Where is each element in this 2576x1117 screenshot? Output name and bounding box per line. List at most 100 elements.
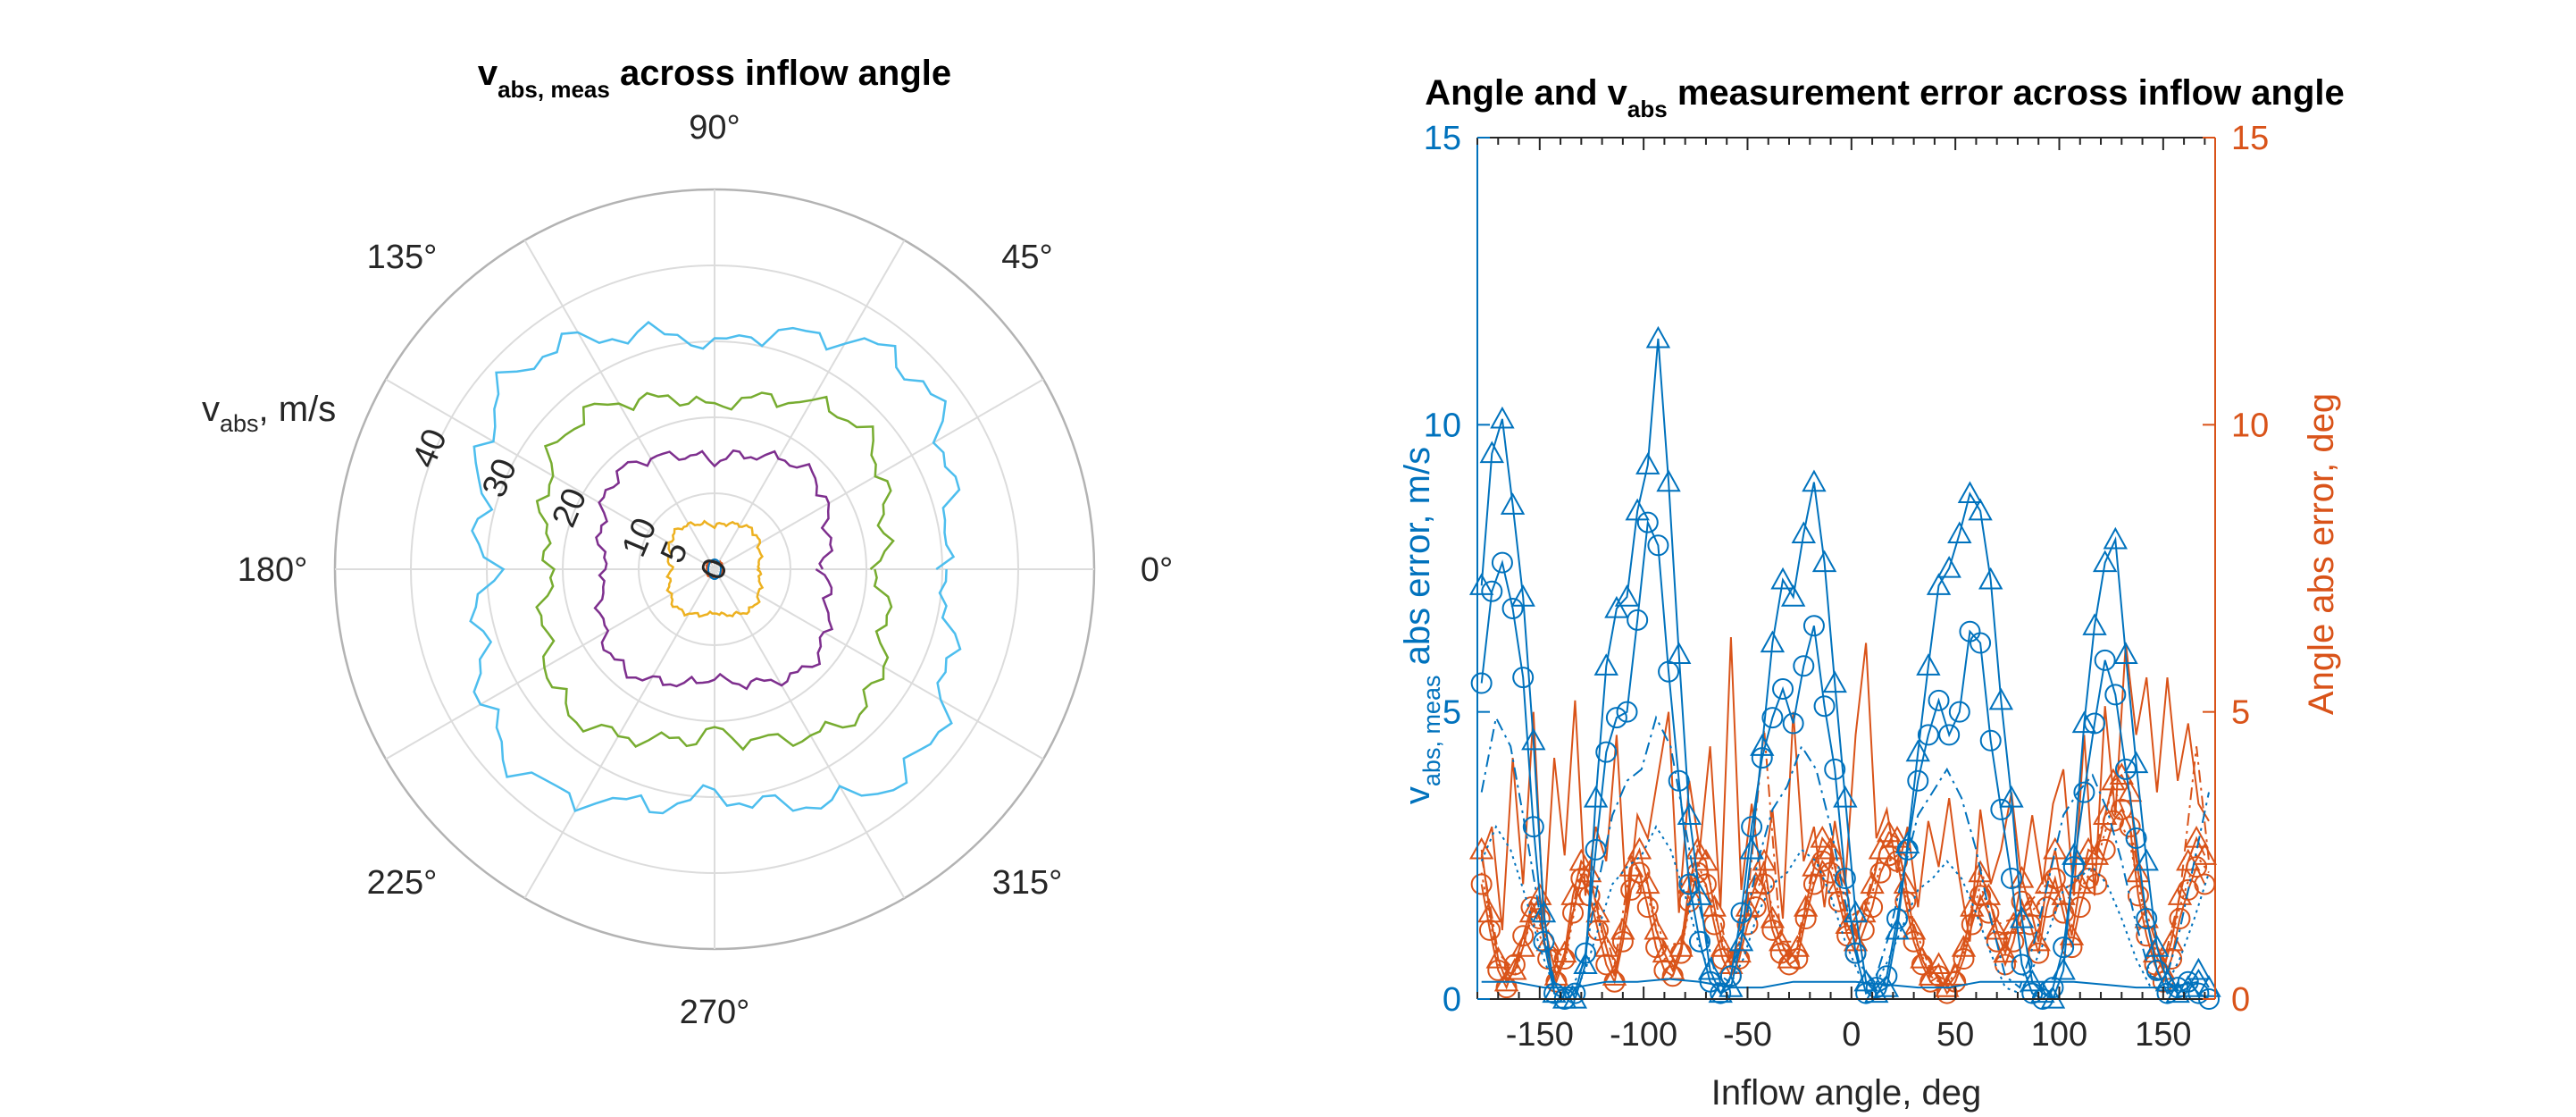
right-point-circle — [1894, 890, 1917, 912]
right-point-circle — [1553, 948, 1576, 970]
left-point-circle — [2062, 856, 2085, 878]
left-point-circle — [1772, 677, 1794, 700]
y-axis-right-label: Angle abs error, deg — [2302, 393, 2341, 715]
right-point-circle — [2053, 902, 2075, 924]
right-point-triangle — [2009, 865, 2035, 888]
left-point-triangle — [1666, 642, 1692, 664]
right-point-circle — [2003, 930, 2025, 953]
left-point-circle — [1574, 942, 1596, 964]
left-point-triangle — [2103, 526, 2129, 550]
right-point-triangle — [1702, 894, 1727, 917]
left-point-triangle — [2123, 751, 2149, 774]
left-point-triangle — [1936, 555, 1961, 578]
left-point-triangle — [1593, 653, 1618, 676]
y-right-tick-label: 15 — [2231, 120, 2269, 157]
y-left-tick-label: 5 — [1443, 694, 1461, 732]
right-point-circle — [2028, 942, 2050, 964]
left-point-circle — [1876, 965, 1898, 987]
y-left-tick-label: 15 — [1424, 120, 1461, 157]
left-point-circle — [1761, 707, 1784, 729]
right-point-triangle — [1802, 854, 1827, 877]
polar-theta-tick-label: 180° — [238, 551, 308, 589]
polar-series-line — [707, 558, 722, 580]
left-point-triangle — [1874, 975, 1900, 997]
left-point-circle — [1688, 930, 1710, 953]
left-point-circle — [1585, 838, 1607, 861]
left-point-triangle — [1510, 584, 1535, 607]
left-point-circle — [2021, 982, 2044, 1004]
polar-theta-tick-label: 135° — [367, 239, 438, 276]
left-point-triangle — [1791, 521, 1817, 544]
right-point-triangle — [1518, 900, 1544, 923]
left-point-circle — [1543, 982, 1566, 1004]
polar-series-line — [593, 449, 834, 691]
right-point-circle — [1853, 919, 1875, 941]
y-axis-left-label: vabs, meas abs error, m/s — [1398, 447, 1445, 804]
polar-theta-tick-label: 90° — [689, 109, 740, 147]
right-point-triangle — [2134, 905, 2159, 928]
right-point-triangle — [1510, 935, 1535, 957]
left-point-triangle — [1947, 521, 1972, 544]
right-point-triangle — [1502, 957, 1527, 980]
polar-theta-tick-label: 0° — [1141, 551, 1173, 589]
y-right-tick-label: 0 — [2231, 981, 2250, 1019]
right-point-triangle — [1652, 940, 1677, 963]
right-point-circle — [1487, 959, 1510, 981]
right-point-triangle — [2192, 843, 2218, 865]
left-point-circle — [1990, 798, 2012, 820]
right-series-line — [1480, 807, 2206, 995]
left-point-circle — [1917, 724, 1939, 746]
right-point-triangle — [1669, 935, 1694, 957]
right-point-triangle — [2184, 825, 2209, 848]
left-point-triangle — [1926, 573, 1952, 595]
left-point-circle — [2000, 868, 2022, 890]
left-point-circle — [1824, 758, 1846, 780]
right-point-triangle — [1868, 836, 1894, 860]
polar-title: vabs, meas across inflow angle — [478, 54, 951, 103]
right-point-circle — [1711, 948, 1734, 970]
right-point-circle — [1961, 913, 1983, 936]
right-point-circle — [2019, 913, 2041, 936]
left-point-circle — [1719, 965, 1742, 987]
right-point-triangle — [2034, 871, 2060, 894]
right-point-circle — [2169, 908, 2191, 930]
left-point-circle — [1512, 667, 1535, 689]
right-point-circle — [1611, 930, 1634, 953]
polar-chart: vabs, meas across inflow angle 0° 45° 90° 1… — [202, 54, 1173, 1031]
right-point-triangle — [1943, 963, 1968, 986]
right-point-circle — [2094, 838, 2116, 861]
left-point-triangle — [1833, 785, 1858, 808]
right-point-triangle — [1810, 825, 1835, 848]
left-point-triangle — [1490, 406, 1515, 429]
right-point-triangle — [1910, 945, 1935, 969]
right-point-circle — [1911, 953, 1933, 976]
right-point-triangle — [1568, 848, 1594, 871]
left-point-circle — [1470, 672, 1493, 694]
right-point-triangle — [2167, 883, 2193, 905]
right-point-triangle — [1627, 836, 1652, 860]
polar-series-line — [665, 519, 765, 618]
left-point-triangle — [1604, 595, 1629, 618]
right-point-circle — [1478, 919, 1501, 941]
polar-theta-labels: 0° 45° 90° 135° 180° 225° 270° 315° — [238, 109, 1173, 1031]
left-point-circle — [1782, 712, 1804, 735]
left-point-circle — [1802, 615, 1825, 637]
left-point-triangle — [1864, 980, 1889, 1004]
left-series-line — [1480, 715, 2210, 995]
right-point-circle — [1794, 908, 1817, 930]
y-right-tick-label: 10 — [2231, 407, 2269, 444]
left-point-triangle — [1885, 917, 1910, 940]
left-point-triangle — [1645, 325, 1671, 349]
left-point-circle — [1948, 701, 1970, 723]
left-point-triangle — [1822, 670, 1847, 693]
right-point-triangle — [1560, 883, 1585, 905]
right-point-circle — [2036, 896, 2058, 919]
x-tick-label: -100 — [1610, 1016, 1677, 1054]
left-point-circle — [1886, 908, 1909, 930]
line-chart-title: Angle and vabs measurement error across … — [1425, 73, 2345, 122]
left-point-circle — [1522, 816, 1544, 838]
left-point-circle — [1710, 982, 1732, 1004]
left-point-triangle — [1999, 785, 2024, 808]
